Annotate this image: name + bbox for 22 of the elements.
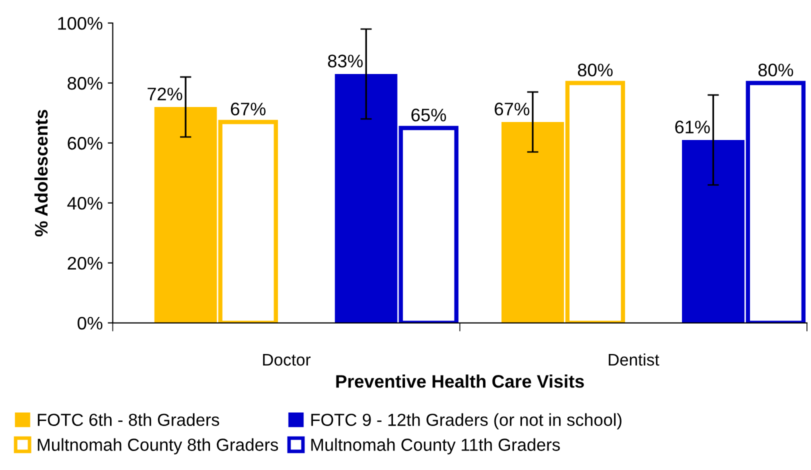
data-label: 80% — [758, 64, 794, 76]
y-tick-label: 60% — [68, 136, 102, 150]
y-tick-label: 40% — [67, 196, 102, 210]
legend-label: Multnomah County 8th Graders — [38, 438, 278, 454]
data-label: 65% — [411, 108, 446, 122]
x-tick-label: Dentist — [608, 353, 660, 366]
y-tick-label: 100% — [58, 16, 102, 30]
legend-label: Multnomah County 11th Graders — [311, 438, 560, 454]
x-tick-label: Doctor — [263, 354, 311, 366]
data-label: 67% — [230, 102, 266, 116]
data-label: 61% — [675, 120, 710, 134]
legend-label: FOTC 9 - 12th Graders (or not in school) — [311, 413, 622, 430]
data-label: 83% — [328, 54, 363, 68]
y-tick-label: 20% — [68, 256, 102, 270]
x-axis-title: Preventive Health Care Visits — [336, 374, 584, 388]
data-label: 80% — [578, 64, 613, 76]
y-tick-label: 80% — [68, 76, 102, 90]
legend-label: FOTC 6th - 8th Graders — [38, 413, 220, 426]
data-label: 67% — [494, 102, 530, 116]
y-tick-label: 0% — [78, 316, 102, 330]
y-axis-title: % Adolescents — [34, 110, 48, 236]
data-label: 72% — [148, 88, 182, 100]
